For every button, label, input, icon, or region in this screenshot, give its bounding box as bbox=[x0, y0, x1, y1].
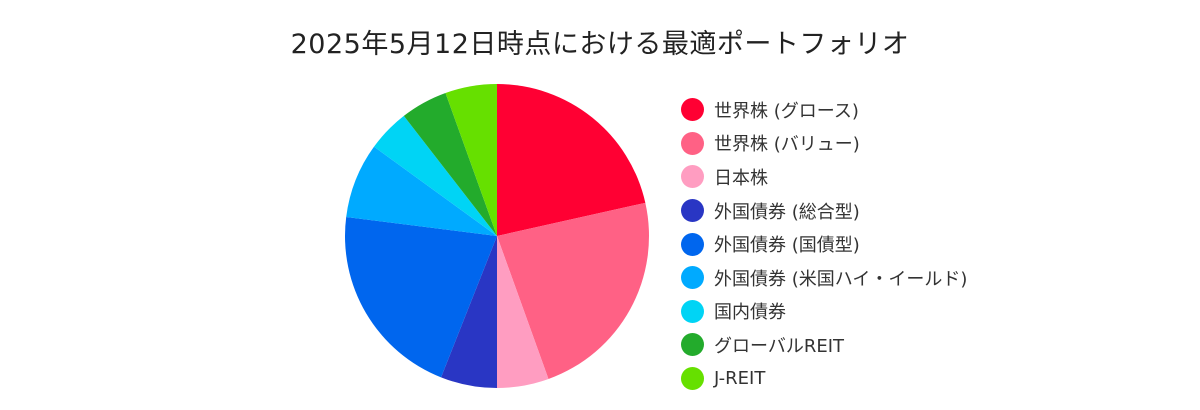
legend-swatch bbox=[681, 333, 704, 357]
legend-item-3: 日本株 bbox=[681, 160, 967, 194]
pie-slice-5 bbox=[345, 216, 497, 378]
pie-slice-6 bbox=[346, 146, 497, 236]
pie-slice-2 bbox=[497, 202, 650, 380]
pie-slice-1 bbox=[497, 84, 646, 236]
legend-item-1: 世界株 (グロース) bbox=[681, 93, 967, 127]
legend-swatch bbox=[681, 131, 704, 155]
legend-swatch bbox=[681, 199, 704, 223]
pie-slice-8 bbox=[403, 92, 497, 237]
legend-swatch bbox=[681, 98, 704, 122]
legend-swatch bbox=[681, 266, 704, 290]
legend-label: 外国債券 (国債型) bbox=[714, 235, 860, 257]
pie-slice-9 bbox=[445, 84, 497, 236]
legend-label: 国内債券 bbox=[714, 302, 786, 324]
pie-slice-3 bbox=[497, 236, 549, 388]
legend-item-2: 世界株 (バリュー) bbox=[681, 127, 967, 161]
legend-item-4: 外国債券 (総合型) bbox=[681, 194, 967, 228]
chart-legend: 世界株 (グロース) 世界株 (バリュー) 日本株外国債券 (総合型) 外国債券 (国… bbox=[681, 93, 967, 395]
legend-swatch bbox=[681, 367, 704, 391]
legend-item-9: J-REIT bbox=[681, 362, 967, 396]
legend-item-5: 外国債券 (国債型) bbox=[681, 227, 967, 261]
pie-slice-4 bbox=[441, 236, 497, 388]
legend-label: 外国債券 (総合型) bbox=[714, 201, 860, 223]
legend-label: グローバルREIT bbox=[714, 335, 845, 357]
legend-swatch bbox=[681, 232, 704, 256]
legend-swatch bbox=[681, 299, 704, 323]
chart-title: 2025年5月12日時点における最適ポートフォリオ bbox=[290, 29, 910, 60]
legend-label: 世界株 (バリュー) bbox=[714, 134, 860, 156]
legend-item-8: グローバルREIT bbox=[681, 328, 967, 362]
legend-swatch bbox=[681, 165, 704, 189]
pie-slice-7 bbox=[374, 115, 497, 236]
legend-item-7: 国内債券 bbox=[681, 295, 967, 329]
legend-item-6: 外国債券 (米国ハイ・イールド) bbox=[681, 261, 967, 295]
legend-label: 日本株 bbox=[714, 167, 768, 189]
legend-label: J-REIT bbox=[714, 368, 766, 390]
legend-label: 外国債券 (米国ハイ・イールド) bbox=[714, 268, 968, 290]
legend-label: 世界株 (グロース) bbox=[714, 100, 859, 122]
